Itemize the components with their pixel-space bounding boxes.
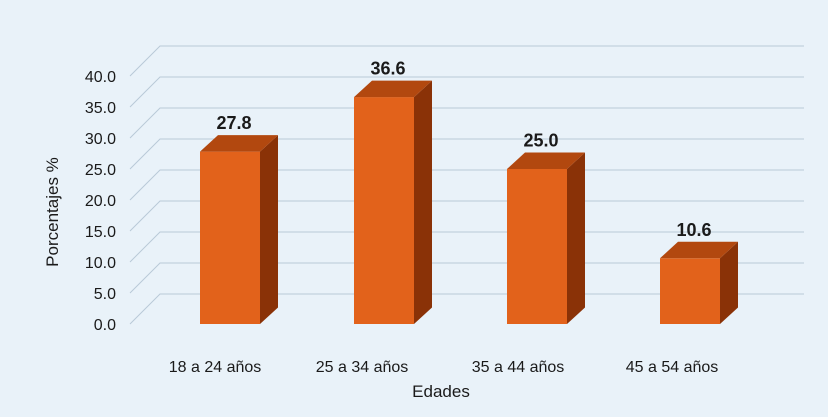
data-label: 36.6 — [370, 59, 405, 79]
data-labels: 27.8 36.6 25.0 10.6 — [216, 59, 711, 240]
y-tick-label: 35.0 — [85, 100, 116, 117]
x-category-label: 18 a 24 años — [169, 359, 262, 376]
bar-top — [660, 241, 738, 259]
gridline — [129, 231, 804, 263]
x-category-label: 35 a 44 años — [472, 359, 565, 376]
y-tick-label: 0.0 — [94, 317, 116, 334]
x-axis-categories: 18 a 24 años 25 a 34 años 35 a 44 años 45 a… — [169, 359, 719, 376]
x-category-label: 25 a 34 años — [316, 359, 409, 376]
bar-side — [720, 241, 738, 324]
bar-front — [507, 169, 567, 324]
y-tick-label: 30.0 — [85, 131, 116, 148]
gridline — [129, 169, 804, 201]
y-tick-label: 40.0 — [85, 69, 116, 86]
bars — [200, 80, 738, 324]
y-tick-label: 15.0 — [85, 224, 116, 241]
data-label: 27.8 — [216, 113, 251, 133]
x-axis-title: Edades — [412, 382, 470, 401]
bar-top — [200, 135, 278, 152]
bar-front — [354, 97, 414, 324]
gridline — [129, 107, 804, 139]
bar-side — [567, 152, 585, 324]
bar — [200, 135, 278, 324]
bar-top — [354, 80, 432, 98]
y-axis-title: Porcentajes % — [43, 157, 62, 267]
y-tick-label: 20.0 — [85, 193, 116, 210]
bar — [507, 152, 585, 324]
gridline — [129, 200, 804, 232]
x-category-label: 45 a 54 años — [626, 359, 719, 376]
bar-side — [260, 135, 278, 324]
y-tick-label: 5.0 — [94, 286, 116, 303]
gridline — [129, 45, 804, 77]
gridline — [129, 138, 804, 170]
y-tick-label: 25.0 — [85, 162, 116, 179]
bar-front — [200, 151, 260, 324]
gridline — [129, 293, 804, 325]
gridline — [129, 76, 804, 108]
data-label: 10.6 — [676, 220, 711, 240]
bar-side — [414, 80, 432, 324]
y-tick-label: 10.0 — [85, 255, 116, 272]
gridlines — [129, 45, 804, 325]
data-label: 25.0 — [523, 131, 558, 151]
bar-front — [660, 258, 720, 324]
bar — [660, 241, 738, 324]
bar-top — [507, 152, 585, 169]
bar — [354, 80, 432, 324]
gridline — [129, 262, 804, 294]
y-axis-ticks: 0.0 5.0 10.0 15.0 20.0 25.0 30.0 35.0 40.0 — [85, 69, 116, 334]
